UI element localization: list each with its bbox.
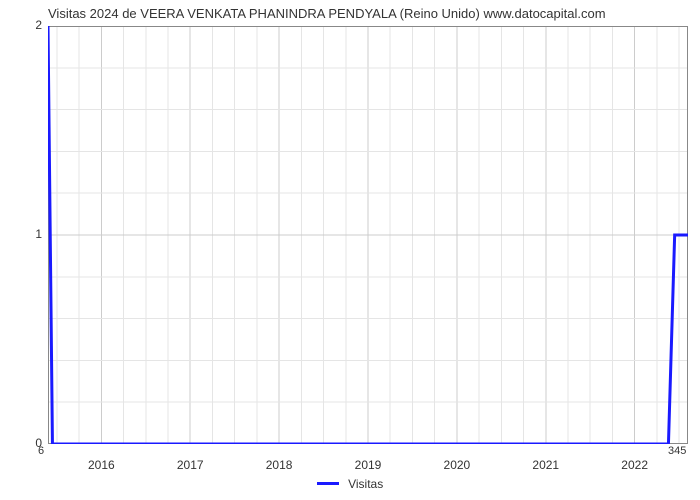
x-tick-label: 2020 [444,458,471,472]
overlay-bottom-left-number: 6 [38,445,44,457]
x-tick-label: 2016 [88,458,115,472]
y-tick-label: 1 [24,227,42,241]
legend-label: Visitas [348,477,383,491]
x-tick-label: 2019 [355,458,382,472]
chart-title: Visitas 2024 de VEERA VENKATA PHANINDRA … [48,6,606,21]
overlay-bottom-right-number: 345 [668,445,686,457]
x-tick-label: 2017 [177,458,204,472]
legend-swatch [317,482,339,485]
x-tick-label: 2022 [621,458,648,472]
x-tick-label: 2021 [532,458,559,472]
legend: Visitas [0,476,700,491]
chart-svg [48,26,688,444]
chart-container: Visitas 2024 de VEERA VENKATA PHANINDRA … [0,0,700,500]
x-tick-label: 2018 [266,458,293,472]
y-tick-label: 2 [24,18,42,32]
plot-area [48,26,688,444]
